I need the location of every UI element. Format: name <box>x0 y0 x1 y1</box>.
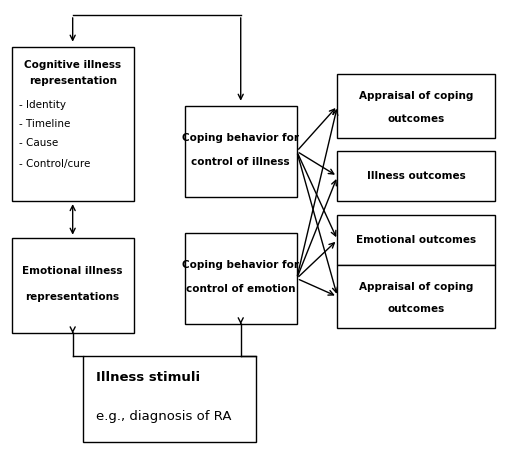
Text: - Timeline: - Timeline <box>19 119 71 129</box>
FancyBboxPatch shape <box>185 233 297 324</box>
Text: Coping behavior for: Coping behavior for <box>182 260 299 270</box>
Text: Coping behavior for: Coping behavior for <box>182 133 299 143</box>
Text: Emotional illness: Emotional illness <box>23 266 123 276</box>
Text: Appraisal of coping: Appraisal of coping <box>359 282 474 292</box>
Text: outcomes: outcomes <box>388 114 445 123</box>
FancyBboxPatch shape <box>12 238 134 333</box>
FancyBboxPatch shape <box>337 215 495 265</box>
Text: - Cause: - Cause <box>19 138 58 148</box>
FancyBboxPatch shape <box>337 265 495 329</box>
Text: control of emotion: control of emotion <box>186 284 295 294</box>
Text: Cognitive illness: Cognitive illness <box>24 60 121 70</box>
FancyBboxPatch shape <box>83 356 256 442</box>
Text: outcomes: outcomes <box>388 304 445 314</box>
Text: - Identity: - Identity <box>19 101 66 111</box>
Text: - Control/cure: - Control/cure <box>19 159 91 169</box>
FancyBboxPatch shape <box>12 47 134 201</box>
FancyBboxPatch shape <box>337 74 495 138</box>
Text: e.g., diagnosis of RA: e.g., diagnosis of RA <box>96 409 231 423</box>
FancyBboxPatch shape <box>185 106 297 197</box>
Text: Illness stimuli: Illness stimuli <box>96 371 200 384</box>
Text: representation: representation <box>29 76 117 86</box>
Text: Emotional outcomes: Emotional outcomes <box>356 235 477 245</box>
FancyBboxPatch shape <box>337 151 495 201</box>
Text: control of illness: control of illness <box>191 157 290 167</box>
Text: Appraisal of coping: Appraisal of coping <box>359 91 474 101</box>
Text: representations: representations <box>26 292 120 302</box>
Text: Illness outcomes: Illness outcomes <box>367 171 466 181</box>
